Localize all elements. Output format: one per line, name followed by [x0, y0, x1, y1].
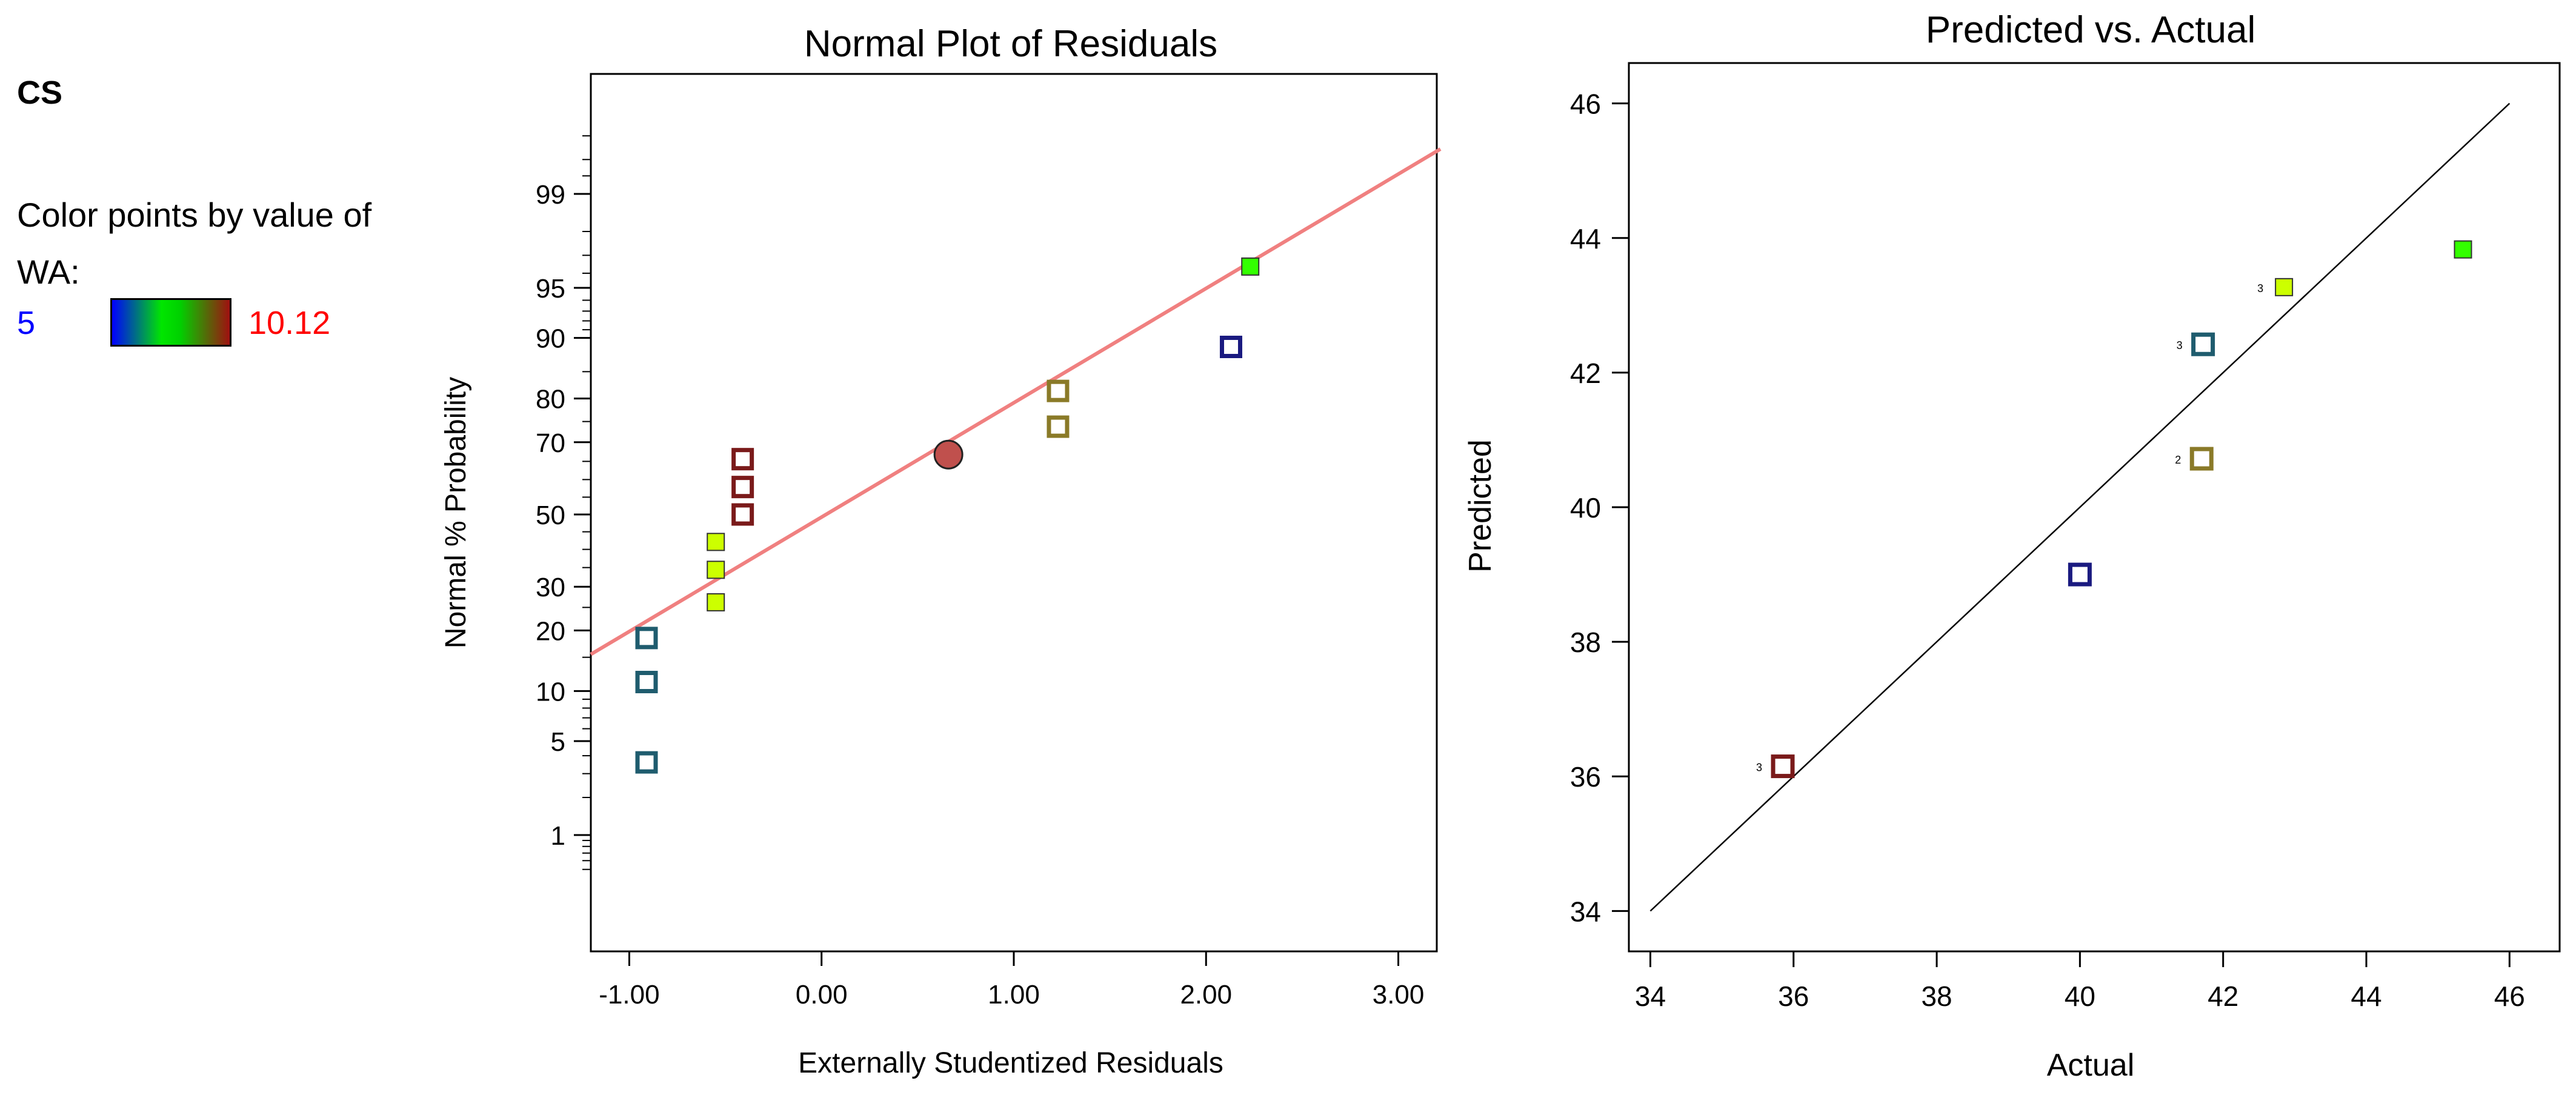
- chart2-y-tick-label: 38: [1570, 627, 1601, 658]
- chart1-y-tick-label: 10: [536, 677, 565, 707]
- chart1-y-tick-label: 30: [536, 573, 565, 602]
- response-name: CS: [17, 75, 63, 111]
- chart1-x-tick-label: 2.00: [1180, 980, 1232, 1010]
- chart1-y-tick-label: 80: [536, 385, 565, 414]
- chart1-x-axis: -1.00 0.00 1.00 2.00 3.00: [599, 951, 1424, 1010]
- chart2-x-tick-label: 42: [2208, 980, 2238, 1012]
- chart2-y-tick-label: 40: [1570, 492, 1601, 524]
- chart1-y-tick-label: 5: [551, 727, 565, 757]
- chart2-x-tick-label: 46: [2494, 980, 2525, 1012]
- chart2-x-tick-label: 36: [1778, 980, 1809, 1012]
- chart2-plot-frame: [1628, 62, 2561, 953]
- color-gradient-bar: [110, 298, 231, 347]
- chart2-y-tick-label: 36: [1570, 761, 1601, 793]
- chart1-data-point: [707, 561, 725, 579]
- chart2-points: 3 2 3 3: [1756, 240, 2472, 779]
- color-legend: CS Color points by value of WA: 5 10.12: [0, 0, 424, 424]
- chart2-x-axis: 34 36 38 40 42 44 46: [1635, 951, 2525, 1012]
- chart1-data-point: [1241, 257, 1260, 276]
- predicted-vs-actual-chart: Predicted vs. Actual 34 36 38 40 42 44 46 34 36…: [1463, 9, 2561, 1083]
- chart2-x-label: Actual: [2047, 1048, 2135, 1083]
- chart2-point-count-label: 3: [2177, 339, 2183, 351]
- chart2-data-point: [2189, 447, 2214, 471]
- chart1-data-point: [1047, 379, 1070, 402]
- chart2-y-tick-label: 46: [1570, 88, 1601, 120]
- chart1-y-axis: 1 5 10 20 30 50 70 80 90 95 99: [536, 135, 591, 870]
- chart1-points: [635, 257, 1260, 774]
- chart1-y-tick-label: 70: [536, 428, 565, 458]
- chart2-data-point: [1771, 754, 1795, 779]
- chart1-y-tick-label: 99: [536, 180, 565, 210]
- chart2-point-count-label: 3: [2257, 282, 2263, 295]
- chart1-x-tick-label: 3.00: [1373, 980, 1425, 1010]
- chart2-data-point: [2275, 278, 2294, 296]
- chart2-y-axis: 34 36 38 40 42 44 46: [1570, 88, 1629, 927]
- chart1-y-tick-label: 90: [536, 324, 565, 354]
- chart2-x-tick-label: 38: [1921, 980, 1952, 1012]
- chart2-x-tick-label: 34: [1635, 980, 1666, 1012]
- chart2-data-point: [2454, 240, 2472, 259]
- chart1-data-point: [707, 593, 725, 611]
- chart2-y-label: Predicted: [1463, 439, 1498, 573]
- chart1-x-tick-label: 0.00: [796, 980, 848, 1010]
- legend-max-value: 10.12: [248, 305, 331, 341]
- chart1-selected-point: [933, 439, 964, 470]
- chart2-title: Predicted vs. Actual: [1926, 9, 2256, 51]
- chart2-y-tick-label: 44: [1570, 223, 1601, 255]
- chart1-data-point: [731, 448, 754, 471]
- chart2-point-count-label: 2: [2175, 454, 2181, 466]
- chart2-x-tick-label: 40: [2065, 980, 2095, 1012]
- chart1-data-point: [1047, 415, 1070, 438]
- chart1-y-tick-label: 95: [536, 274, 565, 304]
- chart2-point-count-label: 3: [1756, 762, 1762, 774]
- chart1-x-tick-label: -1.00: [599, 980, 659, 1010]
- chart2-x-tick-label: 44: [2351, 980, 2381, 1012]
- chart2-reference-line: [1649, 102, 2511, 912]
- chart2-data-point: [2191, 332, 2215, 356]
- normal-plot-chart: Normal Plot of Residuals 1 5 10 20 30 50 70 80 9…: [440, 23, 1442, 1079]
- chart1-data-point: [1220, 335, 1243, 358]
- chart1-x-tick-label: 1.00: [988, 980, 1040, 1010]
- chart1-data-point: [731, 503, 754, 526]
- chart1-fit-line: [590, 147, 1442, 656]
- chart1-plot-frame: [590, 73, 1438, 953]
- chart1-y-tick-label: 20: [536, 616, 565, 646]
- chart1-data-point: [635, 627, 658, 650]
- chart1-data-point: [635, 671, 658, 694]
- chart1-y-tick-label: 50: [536, 501, 565, 530]
- chart1-title: Normal Plot of Residuals: [804, 23, 1217, 65]
- legend-caption: Color points by value of WA:: [17, 196, 372, 291]
- chart1-y-label: Normal % Probability: [440, 377, 472, 648]
- chart1-data-point: [707, 533, 725, 551]
- chart1-fit-line-group: [590, 147, 1442, 656]
- legend-min-value: 5: [17, 305, 36, 341]
- chart1-x-label: Externally Studentized Residuals: [798, 1047, 1223, 1079]
- chart2-y-tick-label: 42: [1570, 358, 1601, 389]
- chart2-reference-line-group: [1649, 102, 2511, 912]
- chart2-y-tick-label: 34: [1570, 896, 1601, 927]
- chart2-data-point: [2068, 562, 2092, 587]
- chart1-data-point: [635, 751, 658, 774]
- chart1-data-point: [731, 476, 754, 499]
- chart1-y-tick-label: 1: [551, 821, 565, 851]
